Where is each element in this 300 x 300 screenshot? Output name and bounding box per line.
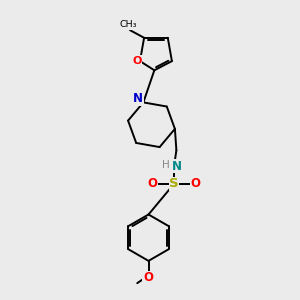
Text: O: O bbox=[132, 56, 142, 65]
Text: CH₃: CH₃ bbox=[120, 20, 137, 29]
Text: O: O bbox=[147, 177, 157, 190]
Text: N: N bbox=[172, 160, 182, 172]
Text: O: O bbox=[143, 271, 153, 284]
Text: N: N bbox=[133, 92, 143, 105]
Text: S: S bbox=[169, 177, 179, 190]
Text: O: O bbox=[191, 177, 201, 190]
Text: H: H bbox=[162, 160, 170, 170]
